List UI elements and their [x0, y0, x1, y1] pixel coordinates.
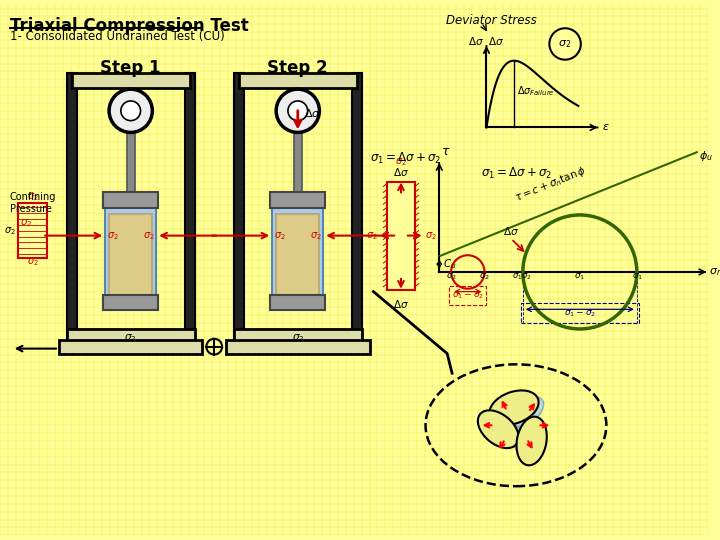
Text: $\tau$: $\tau$ — [441, 145, 451, 158]
Text: $\sigma_2$: $\sigma_2$ — [479, 272, 490, 282]
Ellipse shape — [490, 390, 539, 425]
Text: $\sigma_2$: $\sigma_2$ — [446, 272, 456, 282]
Text: $\sigma_2$: $\sigma_2$ — [4, 225, 16, 237]
Bar — [127, 97, 135, 255]
Text: $\phi_u$: $\phi_u$ — [698, 149, 713, 163]
Bar — [67, 73, 76, 354]
Text: $\sigma_1 - \sigma_2$: $\sigma_1 - \sigma_2$ — [451, 291, 484, 301]
Text: $\Delta\sigma$: $\Delta\sigma$ — [393, 298, 409, 309]
Circle shape — [288, 101, 307, 120]
Bar — [59, 340, 202, 354]
Text: Step 1: Step 1 — [101, 59, 161, 77]
Text: $\sigma_1\sigma_2$: $\sigma_1\sigma_2$ — [512, 272, 532, 282]
Text: $\sigma_2$: $\sigma_2$ — [310, 230, 321, 241]
Text: $\tau= c + \sigma_n \tan\phi$: $\tau= c + \sigma_n \tan\phi$ — [513, 164, 589, 205]
Bar — [103, 294, 158, 310]
Text: $\sigma_2$: $\sigma_2$ — [19, 217, 32, 229]
Bar — [67, 329, 194, 342]
Text: $\Delta\sigma$: $\Delta\sigma$ — [393, 166, 409, 178]
Text: $\sigma_2$: $\sigma_2$ — [559, 38, 572, 50]
Circle shape — [109, 89, 153, 132]
Ellipse shape — [512, 397, 544, 426]
Text: Deviator Stress: Deviator Stress — [446, 15, 536, 28]
Text: Confining
Pressure: Confining Pressure — [10, 192, 56, 214]
Text: $\sigma_2$: $\sigma_2$ — [292, 332, 304, 344]
Ellipse shape — [512, 427, 536, 458]
Ellipse shape — [482, 411, 514, 429]
Bar — [521, 303, 639, 323]
Bar — [105, 206, 156, 306]
Bar — [276, 214, 320, 294]
Bar — [270, 294, 325, 310]
Text: $\sigma_n$: $\sigma_n$ — [708, 266, 720, 278]
Text: $\sigma_2$: $\sigma_2$ — [125, 332, 137, 344]
Bar — [239, 73, 356, 88]
Text: $\sigma_2$: $\sigma_2$ — [27, 191, 38, 203]
Text: $\Delta\sigma$: $\Delta\sigma$ — [304, 107, 320, 119]
Text: Step 2: Step 2 — [267, 59, 328, 77]
Text: $\Delta\sigma$: $\Delta\sigma$ — [488, 35, 505, 47]
Ellipse shape — [516, 417, 546, 465]
Text: $\sigma_2$: $\sigma_2$ — [107, 230, 119, 241]
Circle shape — [207, 339, 222, 355]
Text: $\varepsilon$: $\varepsilon$ — [603, 123, 610, 132]
Circle shape — [121, 101, 140, 120]
Bar — [270, 192, 325, 208]
Bar — [226, 340, 369, 354]
Text: $\sigma_2$: $\sigma_2$ — [27, 256, 38, 268]
Text: $\sigma_2$: $\sigma_2$ — [143, 230, 154, 241]
Text: 1- Consolidated Undrained Test (CU): 1- Consolidated Undrained Test (CU) — [10, 30, 225, 43]
Circle shape — [549, 28, 581, 60]
Bar — [387, 181, 415, 289]
Text: $\sigma_2$: $\sigma_2$ — [366, 230, 377, 241]
Text: $\Delta\sigma$: $\Delta\sigma$ — [503, 225, 519, 237]
Bar — [272, 206, 323, 306]
Bar — [103, 192, 158, 208]
Bar — [18, 203, 48, 258]
Bar — [449, 286, 487, 306]
Text: $\Delta\sigma$: $\Delta\sigma$ — [467, 35, 484, 47]
Bar — [185, 73, 194, 354]
Text: $\sigma_1$: $\sigma_1$ — [632, 272, 644, 282]
Text: $\sigma_2$: $\sigma_2$ — [425, 230, 436, 241]
Text: $\sigma_1 = \Delta\sigma + \sigma_2$: $\sigma_1 = \Delta\sigma + \sigma_2$ — [480, 166, 552, 181]
Text: $\sigma_1 - \sigma_2$: $\sigma_1 - \sigma_2$ — [564, 308, 596, 319]
Text: $\sigma_2$: $\sigma_2$ — [395, 156, 407, 168]
Text: $\sigma_1 = \Delta\sigma + \sigma_2$: $\sigma_1 = \Delta\sigma + \sigma_2$ — [369, 151, 441, 166]
Bar — [352, 73, 361, 354]
Text: $C_u$: $C_u$ — [444, 257, 456, 271]
Text: $\sigma_2$: $\sigma_2$ — [274, 230, 286, 241]
Text: $\sigma_1$: $\sigma_1$ — [575, 272, 585, 282]
Bar — [294, 97, 302, 255]
Text: Triaxial Compression Test: Triaxial Compression Test — [10, 17, 248, 36]
Text: $\Delta\sigma_{Failure}$: $\Delta\sigma_{Failure}$ — [517, 84, 555, 98]
Bar — [109, 214, 153, 294]
Circle shape — [276, 89, 320, 132]
Bar — [234, 329, 361, 342]
Ellipse shape — [478, 410, 518, 448]
Bar — [234, 73, 244, 354]
Bar — [72, 73, 189, 88]
